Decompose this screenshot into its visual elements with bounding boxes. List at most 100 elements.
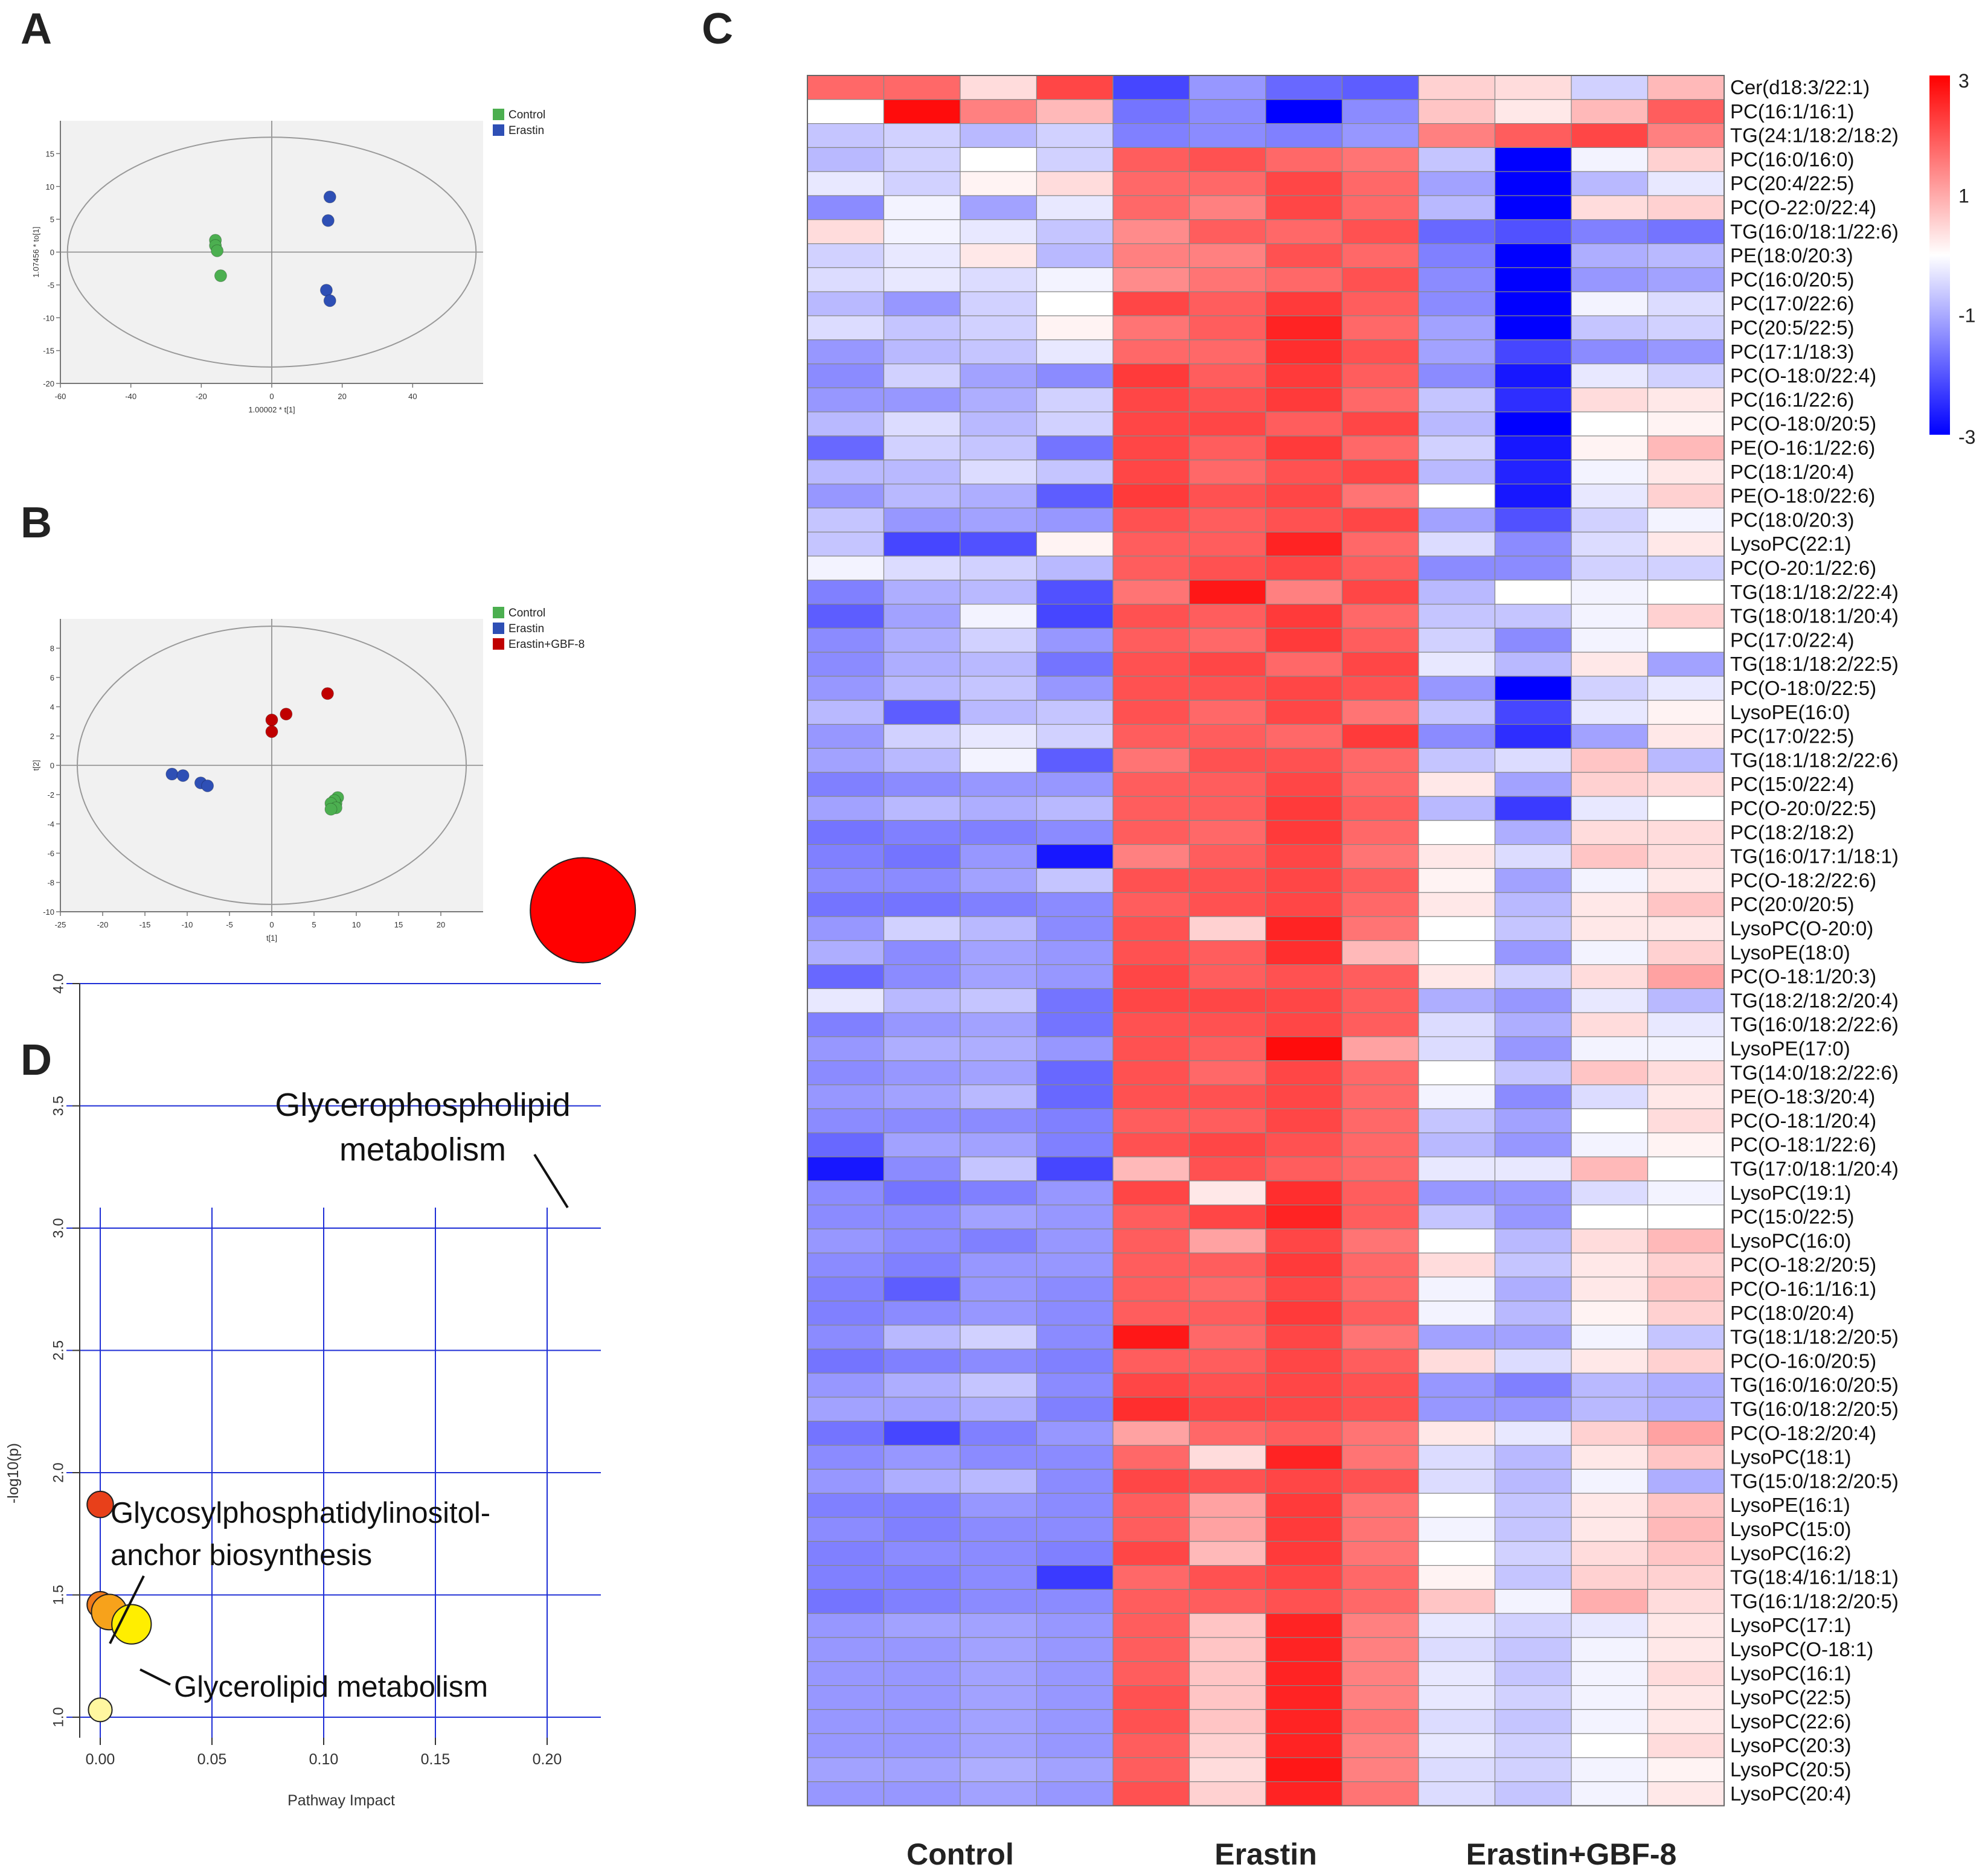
- heatmap-cell: [1265, 1661, 1343, 1686]
- heatmap-cell: [1036, 1613, 1114, 1638]
- heatmap-cell: [1571, 339, 1649, 365]
- y-tick-label: -5: [47, 281, 54, 290]
- annotation-leader-line: [139, 1668, 171, 1686]
- heatmap-cell: [807, 1156, 885, 1182]
- heatmap-cell: [960, 748, 1037, 773]
- heatmap-cell: [1494, 1493, 1572, 1518]
- heatmap-cell: [883, 1781, 961, 1807]
- heatmap-cell: [1341, 339, 1419, 365]
- data-point: [323, 190, 336, 203]
- heatmap-cell: [807, 1060, 885, 1086]
- y-tick-label: -10: [43, 908, 54, 917]
- row-label: PE(O-18:3/20:4): [1730, 1086, 1875, 1108]
- heatmap-cell: [1494, 580, 1572, 605]
- annotation-leader-line: [533, 1153, 569, 1209]
- heatmap-cell: [1036, 411, 1114, 437]
- row-label: PC(O-18:0/20:5): [1730, 412, 1876, 435]
- row-label: PC(20:5/22:5): [1730, 316, 1854, 339]
- heatmap-cell: [1571, 1517, 1649, 1542]
- heatmap-cell: [1418, 1156, 1496, 1182]
- heatmap-cell: [1036, 99, 1114, 124]
- heatmap-cell: [1647, 1613, 1725, 1638]
- panel-d-pathway-plot: 1.0 1.5 2.0 2.5 3.0 3.5 4.0 0.00 0.05 0.10 0.15 0.2…: [5, 857, 637, 1809]
- heatmap-cell: [807, 1781, 885, 1807]
- heatmap-cell: [1341, 1421, 1419, 1446]
- heatmap-cell: [1036, 1228, 1114, 1253]
- data-point: [214, 269, 227, 283]
- heatmap-cell: [1188, 507, 1266, 533]
- heatmap-cell: [1418, 339, 1496, 365]
- heatmap-cell: [1112, 123, 1190, 149]
- heatmap-cell: [1036, 1204, 1114, 1229]
- heatmap-cell: [960, 1397, 1037, 1422]
- x-tick-label: 5: [312, 920, 316, 929]
- heatmap-cell: [1418, 988, 1496, 1013]
- heatmap-cell: [807, 1372, 885, 1398]
- heatmap-cell: [883, 435, 961, 461]
- heatmap-cell: [1265, 772, 1343, 797]
- heatmap-cell: [1494, 267, 1572, 292]
- y-tick-label: -4: [47, 820, 54, 829]
- heatmap-cell: [1494, 676, 1572, 701]
- heatmap-cell: [1418, 844, 1496, 869]
- heatmap-cell: [1188, 1228, 1266, 1253]
- heatmap-cell: [1265, 1252, 1343, 1278]
- heatmap-cell: [1265, 1445, 1343, 1470]
- heatmap-cell: [960, 75, 1037, 100]
- heatmap-cell: [1571, 219, 1649, 245]
- heatmap-cell: [1494, 555, 1572, 581]
- heatmap-cell: [1647, 1276, 1725, 1302]
- heatmap-cell: [1571, 1325, 1649, 1350]
- legend-label: Erastin+GBF-8: [508, 638, 585, 651]
- row-label: PC(O-18:2/20:4): [1730, 1422, 1876, 1444]
- heatmap-cell: [1341, 1757, 1419, 1782]
- heatmap-cell: [1418, 1565, 1496, 1590]
- heatmap-cell: [1647, 1685, 1725, 1711]
- heatmap-cell: [1112, 892, 1190, 917]
- heatmap-cell: [1188, 171, 1266, 196]
- x-tick-label: 0: [269, 392, 274, 401]
- heatmap-cell: [1494, 1180, 1572, 1206]
- heatmap-cell: [1265, 219, 1343, 245]
- heatmap-cell: [1571, 123, 1649, 149]
- heatmap-cell: [1571, 1541, 1649, 1566]
- heatmap-cell: [1112, 1421, 1190, 1446]
- row-label: PC(O-20:1/22:6): [1730, 557, 1876, 579]
- heatmap-cell: [1571, 580, 1649, 605]
- heatmap-cell: [883, 1204, 961, 1229]
- heatmap-cell: [807, 1132, 885, 1157]
- heatmap-cell: [1571, 1108, 1649, 1133]
- pathway-point: [88, 1697, 113, 1723]
- heatmap-cell: [1494, 1301, 1572, 1326]
- heatmap-cell: [960, 651, 1037, 677]
- data-point: [265, 713, 278, 726]
- heatmap-cell: [960, 1565, 1037, 1590]
- heatmap-cell: [1036, 868, 1114, 893]
- heatmap-cell: [1188, 1709, 1266, 1734]
- heatmap-cell: [807, 1204, 885, 1229]
- x-axis-title: t[1]: [266, 933, 277, 943]
- heatmap-cell: [1112, 435, 1190, 461]
- heatmap-cell: [1571, 1685, 1649, 1711]
- heatmap-cell: [1036, 1565, 1114, 1590]
- heatmap-cell: [1188, 1733, 1266, 1758]
- data-point: [321, 214, 335, 227]
- heatmap-cell: [1112, 1348, 1190, 1374]
- row-label: TG(24:1/18:2/18:2): [1730, 124, 1899, 147]
- x-axis-title: 1.00002 * t[1]: [248, 405, 295, 414]
- heatmap-cell: [1036, 1084, 1114, 1109]
- heatmap-cell: [1188, 1421, 1266, 1446]
- heatmap-cell: [1265, 892, 1343, 917]
- heatmap-cell: [1112, 1204, 1190, 1229]
- heatmap-cell: [807, 531, 885, 557]
- heatmap-cell: [883, 964, 961, 989]
- heatmap-cell: [1188, 916, 1266, 941]
- heatmap-cell: [807, 940, 885, 965]
- heatmap-cell: [1341, 676, 1419, 701]
- heatmap-cell: [1494, 459, 1572, 485]
- heatmap-cell: [883, 411, 961, 437]
- heatmap-cell: [1494, 748, 1572, 773]
- heatmap-cell: [1571, 1252, 1649, 1278]
- heatmap-cell: [1418, 171, 1496, 196]
- heatmap-cell: [1571, 507, 1649, 533]
